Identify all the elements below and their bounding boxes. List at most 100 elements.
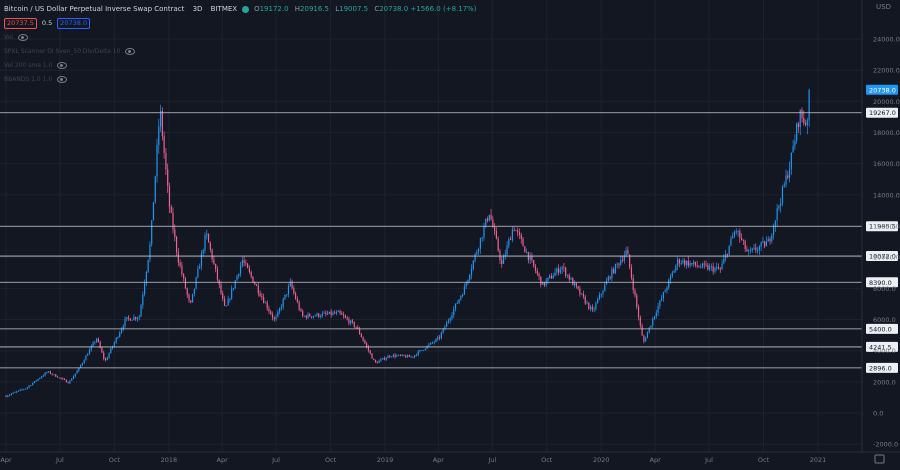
time-tick-label: 2020 xyxy=(593,456,610,464)
candle-body xyxy=(245,262,247,264)
candle-body xyxy=(502,256,505,264)
candle-body xyxy=(366,343,368,347)
eye-icon[interactable] xyxy=(57,61,68,69)
candle-body xyxy=(19,389,21,391)
candle-body xyxy=(236,275,238,281)
candle-body xyxy=(490,214,492,220)
level-price-tag xyxy=(866,341,898,352)
indicator-row[interactable]: Vol 200 sma 1.0 xyxy=(4,58,604,72)
candle-body xyxy=(115,337,117,343)
candle-body xyxy=(351,320,354,323)
candle-body xyxy=(748,250,750,252)
candle-body xyxy=(136,318,139,319)
candle-body xyxy=(270,311,272,315)
candle-body xyxy=(707,265,709,270)
candle-body xyxy=(67,382,69,384)
candle-body xyxy=(602,291,604,294)
candle-body xyxy=(197,268,199,278)
candle-body xyxy=(191,293,194,303)
candle-body xyxy=(446,322,448,327)
candle-body xyxy=(600,293,602,295)
candle-body xyxy=(80,365,82,368)
indicator-label: Vol 200 sma 1.0 xyxy=(4,61,53,69)
candle-body xyxy=(199,266,201,269)
candle-body xyxy=(675,265,677,271)
candle-body xyxy=(287,286,290,295)
candle-body xyxy=(200,253,203,267)
symbol-title[interactable]: Bitcoin / US Dollar Perpetual Inverse Sw… xyxy=(4,5,237,13)
candle-body xyxy=(557,268,560,273)
candle-body xyxy=(252,276,254,283)
candle-body xyxy=(334,312,336,314)
candle-body xyxy=(563,267,565,269)
candle-body xyxy=(51,373,53,375)
candle-body xyxy=(216,269,219,280)
candle-body xyxy=(661,298,663,301)
candle-body xyxy=(161,110,163,137)
candle-body xyxy=(650,325,652,328)
sell-button[interactable]: 20737.5 xyxy=(4,17,37,29)
candle-body xyxy=(174,229,176,237)
candle-body xyxy=(83,360,85,364)
candle-body xyxy=(597,299,599,304)
candle-body xyxy=(264,302,267,304)
candle-body xyxy=(215,263,217,270)
candle-body xyxy=(536,270,538,274)
time-axis: Apr Jul Oct 2018 Apr Jul Oct 2019 Apr Jul Oct 2020 A… xyxy=(0,451,900,464)
level-price-label: 10072.0 xyxy=(869,253,896,261)
price-tick-label: 4000.0 xyxy=(873,347,896,355)
candle-body xyxy=(534,266,537,271)
indicator-row[interactable]: BBANDS 1.0 1.0 xyxy=(4,72,604,86)
candle-body xyxy=(367,346,370,351)
candle-body xyxy=(595,303,597,309)
candle-body xyxy=(291,281,293,289)
indicator-row[interactable]: SPXL Scanner DI Sven_50 Div/Delta 10 xyxy=(4,44,604,58)
candle-body xyxy=(591,306,593,310)
candle-body xyxy=(405,355,407,358)
candle-body xyxy=(541,282,544,285)
time-tick-label: Apr xyxy=(433,456,445,464)
candle-body xyxy=(414,355,416,357)
price-tick-label: 8000.0 xyxy=(873,285,896,293)
candle-body xyxy=(449,318,451,321)
candle-body xyxy=(332,312,334,315)
eye-icon[interactable] xyxy=(125,47,136,55)
candle-body xyxy=(12,392,14,394)
candle-body xyxy=(453,308,455,316)
chart-legend: Bitcoin / US Dollar Perpetual Inverse Sw… xyxy=(4,2,604,86)
candle-body xyxy=(710,266,712,268)
candle-body xyxy=(478,248,480,252)
candle-body xyxy=(739,231,741,238)
level-price-tag xyxy=(866,221,898,232)
candle-body xyxy=(289,281,291,287)
high-value: 20916.5 xyxy=(300,5,329,13)
candle-body xyxy=(188,294,190,301)
eye-icon[interactable] xyxy=(17,33,28,41)
candle-body xyxy=(440,332,442,339)
candle-body xyxy=(37,378,39,381)
candle-body xyxy=(165,152,167,170)
candle-body xyxy=(170,206,172,213)
indicator-row[interactable]: Vol xyxy=(4,30,604,44)
close-value: 20738.0 +1566.0 (+8.17%) xyxy=(379,5,477,13)
candle-body xyxy=(803,118,805,124)
indicator-label: SPXL Scanner DI Sven_50 Div/Delta 10 xyxy=(4,47,121,55)
candle-body xyxy=(286,294,288,295)
buy-button[interactable]: 20738.0 xyxy=(57,17,91,29)
candle-body xyxy=(806,120,808,126)
candle-body xyxy=(801,110,803,119)
candle-body xyxy=(410,356,412,358)
eye-icon[interactable] xyxy=(57,75,68,83)
candle-body xyxy=(305,315,307,318)
candle-body xyxy=(172,212,174,230)
candle-body xyxy=(85,355,87,361)
candle-body xyxy=(742,239,744,241)
candle-body xyxy=(396,355,398,357)
candle-body xyxy=(659,300,661,307)
candle-body xyxy=(35,380,37,382)
candle-body xyxy=(124,318,126,327)
candle-body xyxy=(193,288,195,294)
candle-body xyxy=(788,168,791,178)
candle-body xyxy=(481,237,483,239)
